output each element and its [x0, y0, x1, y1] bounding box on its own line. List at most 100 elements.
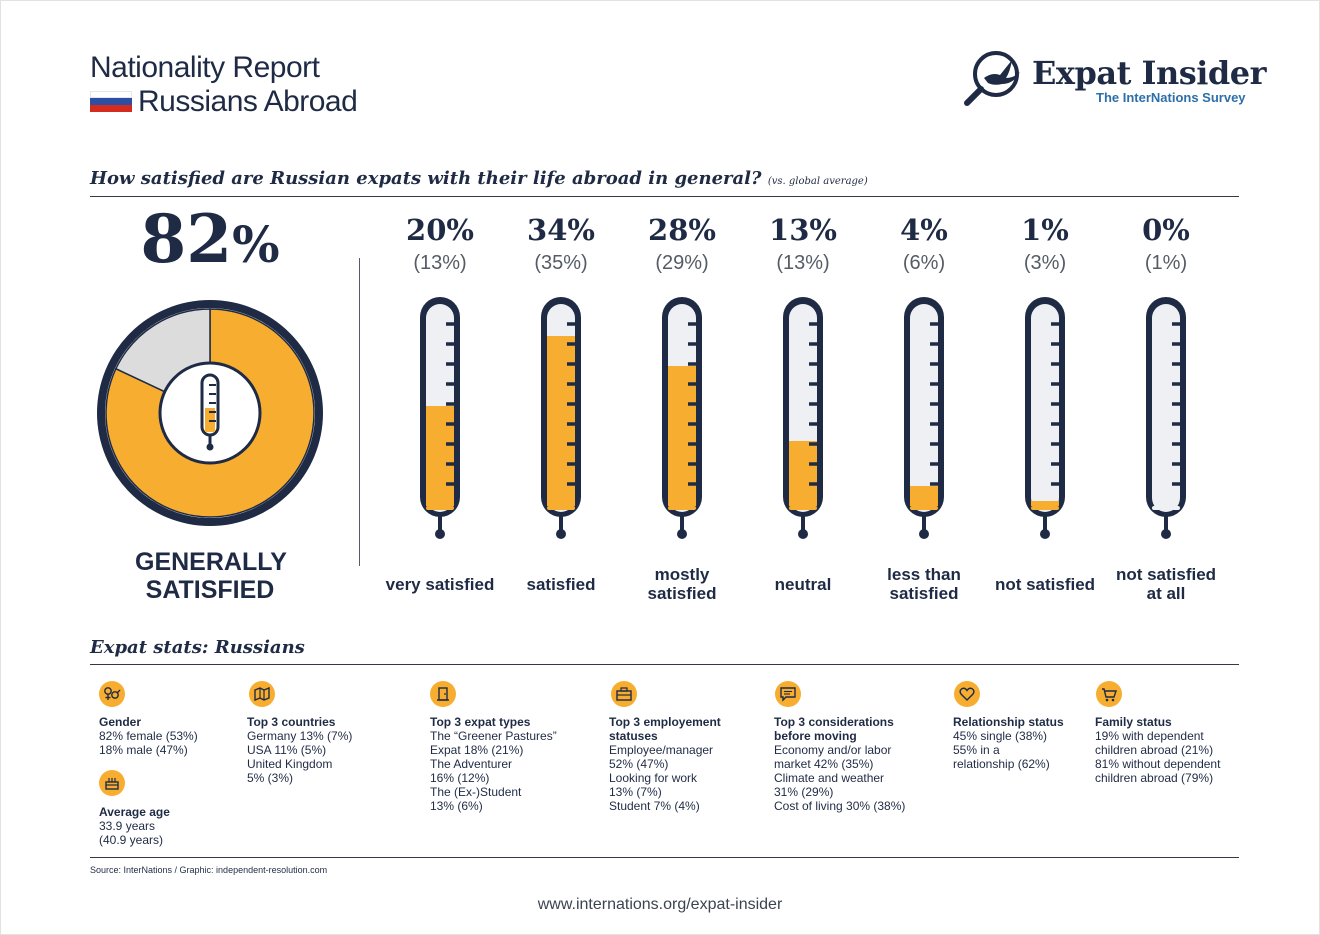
stat-considerations: Top 3 considerations before moving Econo… [774, 715, 924, 813]
stat-age-line: 33.9 years [99, 819, 156, 833]
thermometer-bulb [919, 529, 929, 539]
thermometer [420, 297, 460, 539]
source-note: Source: InterNations / Graphic: independ… [90, 865, 328, 875]
thermometer-column: 20% (13%) very satisfied [370, 210, 510, 594]
stat-employment-line: 52% (47%) [609, 757, 669, 771]
summary-percent: 82% [95, 200, 325, 278]
bar [910, 486, 938, 506]
stat-countries-line: USA 11% (5%) [247, 743, 327, 757]
bar [1031, 501, 1059, 506]
thermometer-column: 0% (1%) not satisfied at all [1096, 210, 1236, 603]
door-icon [430, 681, 456, 707]
footer-url[interactable]: www.internations.org/expat-insider [537, 896, 783, 913]
thermometer-column: 4% (6%) less than satisfied [854, 210, 994, 603]
donut-chart [97, 300, 323, 526]
cake-icon [99, 770, 125, 796]
category-label: less than satisfied [854, 560, 994, 608]
thermometer-base [1031, 506, 1059, 510]
stat-family-line: children abroad (79%) [1095, 771, 1214, 785]
stat-age-line: (40.9 years) [99, 833, 164, 847]
thermometer-base [1152, 506, 1180, 510]
stat-employment-line: Employee/manager [609, 743, 714, 757]
stat-types-line: The (Ex-)Student [430, 785, 522, 799]
data-label: 34% [527, 213, 595, 247]
stat-employment-line: Student 7% (4%) [609, 799, 700, 813]
data-label: 28% [648, 213, 716, 247]
stat-employment-title: Top 3 employement statuses [609, 715, 721, 743]
global-average-label: (3%) [1023, 252, 1067, 274]
bar [789, 441, 817, 506]
stat-relationship: Relationship status 45% single (38%) 55%… [953, 715, 1073, 771]
stat-employment-line: 13% (7%) [609, 785, 662, 799]
stat-relationship-line: 45% single (38%) [953, 729, 1048, 743]
thermometer-base [426, 506, 454, 510]
thermometer-column: 34% (35%) satisfied [491, 210, 631, 594]
logo-name: Expat Insider [1032, 54, 1267, 92]
category-label: neutral [733, 560, 873, 608]
category-label: not satisfied at all [1096, 560, 1236, 608]
global-average-label: (13%) [413, 252, 467, 274]
vertical-divider [359, 258, 360, 566]
thermometer [904, 297, 944, 539]
stat-expat-types: Top 3 expat types The “Greener Pastures”… [430, 715, 590, 813]
bar [426, 406, 454, 506]
stat-considerations-line: Cost of living 30% (38%) [774, 799, 906, 813]
summary-percent-sign: % [232, 215, 280, 274]
stat-countries-line: United Kingdom [247, 757, 333, 771]
category-label-text: neutral [774, 574, 832, 594]
thermometer-bulb [1040, 529, 1050, 539]
thermometer-base [668, 506, 696, 510]
divider-footer [90, 857, 1239, 858]
category-label-text: not satisfied at all [1115, 565, 1217, 603]
stat-gender: Gender 82% female (53%) 18% male (47%) [99, 715, 229, 757]
stat-employment: Top 3 employement statuses Employee/mana… [609, 715, 739, 813]
stat-countries: Top 3 countries Germany 13% (7%) USA 11%… [247, 715, 397, 785]
category-label: satisfied [491, 560, 631, 608]
thermometer [783, 297, 823, 539]
stat-types-title: Top 3 expat types [430, 715, 531, 729]
global-average-label: (29%) [655, 252, 709, 274]
stat-relationship-title: Relationship status [953, 715, 1064, 729]
thermometer-tube [910, 304, 938, 512]
stat-considerations-line: 31% (29%) [774, 785, 834, 799]
stat-considerations-title: Top 3 considerations before moving [774, 715, 894, 743]
data-label: 0% [1142, 213, 1190, 247]
thermometer-base [789, 506, 817, 510]
report-subtitle: Russians Abroad [138, 85, 358, 118]
stat-age: Average age 33.9 years (40.9 years) [99, 805, 229, 847]
bar [547, 336, 575, 506]
thermometer-icon [200, 373, 220, 451]
map-icon [249, 681, 275, 707]
stat-countries-title: Top 3 countries [247, 715, 336, 729]
stat-relationship-line: relationship (62%) [953, 757, 1050, 771]
global-average-label: (13%) [776, 252, 830, 274]
stat-countries-line: 5% (3%) [247, 771, 294, 785]
thermometer [1146, 297, 1186, 539]
stat-types-line: The “Greener Pastures” [430, 729, 557, 743]
category-label-text: less than satisfied [887, 565, 961, 603]
stat-family-line: 81% without dependent [1095, 757, 1221, 771]
data-label: 1% [1021, 213, 1069, 247]
category-label-text: mostly satisfied [647, 565, 717, 603]
thermometer-bulb [677, 529, 687, 539]
thermometer-base [547, 506, 575, 510]
global-average-label: (1%) [1144, 252, 1188, 274]
thermometer [1025, 297, 1065, 539]
data-label: 20% [406, 213, 474, 247]
bird-magnifier-icon [962, 48, 1028, 113]
divider-top [90, 196, 1239, 197]
gender-icon [99, 681, 125, 707]
thermometer-bulb [1161, 529, 1171, 539]
icon-bulb [206, 443, 214, 451]
summary-percent-value: 82 [140, 200, 233, 278]
thermometer-column: 28% (29%) mostly satisfied [612, 210, 752, 603]
stat-considerations-line: market 42% (35%) [774, 757, 874, 771]
stat-types-line: The Adventurer [430, 757, 513, 771]
global-average-label: (6%) [902, 252, 946, 274]
speech-bubble-icon [775, 681, 801, 707]
global-average-label: (35%) [534, 252, 588, 274]
stat-considerations-line: Climate and weather [774, 771, 885, 785]
briefcase-icon [611, 681, 637, 707]
category-label: not satisfied [975, 560, 1115, 608]
thermometer-column: 13% (13%) neutral [733, 210, 873, 594]
